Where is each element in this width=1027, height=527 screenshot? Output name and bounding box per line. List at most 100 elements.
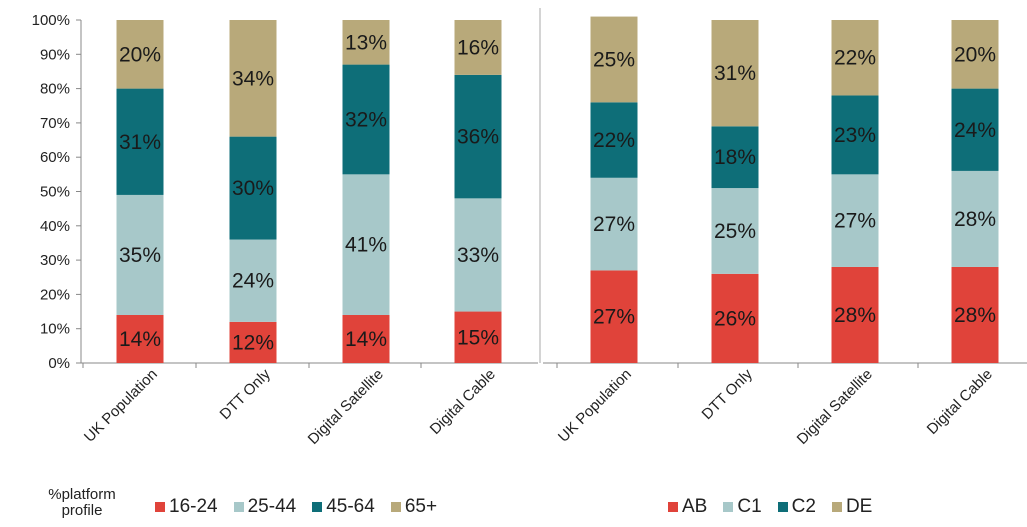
x-tick-label: DTT Only: [699, 365, 757, 423]
data-label: 14%: [345, 328, 387, 351]
data-label: 36%: [457, 126, 499, 149]
legend-social-grade: AB C1 C2 DE: [668, 496, 888, 518]
bar-segment-2544: [116, 194, 164, 315]
bar-segment-c2: [831, 95, 879, 175]
bar-segment-2544: [454, 198, 502, 312]
data-label: 14%: [119, 328, 161, 351]
legend-label: C2: [791, 496, 816, 517]
bar-segment-c2: [711, 126, 759, 189]
bar-segment-c1: [711, 188, 759, 274]
bar-segment-ab: [711, 273, 759, 363]
x-tick-label: DTT Only: [217, 365, 275, 423]
data-label: 28%: [954, 208, 996, 231]
y-tick-label: 20%: [40, 286, 70, 303]
bar-segment-c1: [831, 174, 879, 267]
legend-label: 25-44: [247, 496, 297, 517]
bar-segment-de: [711, 20, 759, 127]
data-label: 28%: [834, 304, 876, 327]
bar-segment-65: [229, 20, 277, 137]
data-label: 12%: [232, 331, 274, 354]
bar-segment-c2: [590, 102, 638, 178]
x-tick-label: UK Population: [555, 366, 635, 446]
data-label: 25%: [593, 48, 635, 71]
bar-segment-de: [951, 20, 999, 89]
legend-item: AB: [668, 496, 707, 518]
bar-segment-1624: [116, 314, 164, 363]
legend-swatch: [723, 502, 734, 512]
bar-segment-65: [116, 20, 164, 89]
data-label: 24%: [954, 119, 996, 142]
bar-segment-4564: [342, 64, 390, 175]
data-label: 18%: [714, 146, 756, 169]
legend-item: DE: [831, 496, 873, 518]
data-label: 23%: [834, 124, 876, 147]
bar-segment-c1: [951, 170, 999, 267]
legend-swatch: [831, 502, 842, 512]
legend-label: 16-24: [169, 496, 218, 517]
x-tick-label: Digital Satellite: [305, 366, 387, 448]
legend-item: 45-64: [312, 496, 375, 518]
y-tick-label: 90%: [40, 46, 70, 63]
legend-swatch: [312, 502, 323, 512]
y-tick-label: 50%: [40, 184, 70, 201]
legend-label: 65+: [404, 496, 438, 517]
bar-segment-ab: [590, 270, 638, 363]
x-tick-label: Digital Cable: [924, 366, 996, 438]
data-label: 31%: [119, 131, 161, 154]
bar-segment-de: [590, 16, 638, 103]
y-tick-label: 60%: [40, 149, 70, 166]
y-tick-label: 10%: [40, 321, 70, 338]
x-tick-label: Digital Satellite: [794, 366, 876, 448]
bar-segment-4564: [229, 136, 277, 240]
bar-segment-1624: [342, 314, 390, 363]
bar-segment-ab: [951, 266, 999, 363]
legend-swatch: [233, 502, 244, 512]
data-label: 31%: [714, 62, 756, 85]
bar-segment-4564: [116, 88, 164, 195]
legend-label: C1: [737, 496, 762, 517]
legend-item: C1: [723, 496, 762, 518]
y-tick-label: 40%: [40, 218, 70, 235]
legend-swatch: [668, 502, 678, 512]
bar-segment-c1: [590, 177, 638, 271]
legend-item: 25-44: [233, 496, 297, 518]
bar-segment-65: [454, 20, 502, 75]
bar-segment-2544: [229, 239, 277, 322]
data-label: 20%: [119, 43, 161, 66]
data-label: 22%: [593, 129, 635, 152]
bar-segment-ab: [831, 266, 879, 363]
y-tick-label: 80%: [40, 81, 70, 98]
y-tick-label: 0%: [48, 355, 70, 372]
data-label: 16%: [457, 36, 499, 59]
x-tick-label: Digital Cable: [427, 366, 499, 438]
legend-item: 65+: [390, 496, 438, 518]
data-label: 24%: [232, 270, 274, 293]
bar-segment-2544: [342, 174, 390, 315]
data-label: 34%: [232, 67, 274, 90]
data-label: 27%: [834, 210, 876, 233]
data-label: 15%: [457, 326, 499, 349]
legend-title: %platform profile: [48, 486, 116, 519]
data-label: 28%: [954, 304, 996, 327]
data-label: 25%: [714, 220, 756, 243]
data-label: 27%: [593, 213, 635, 236]
bar-segment-4564: [454, 74, 502, 199]
data-label: 27%: [593, 306, 635, 329]
data-label: 33%: [457, 244, 499, 267]
legend-age: 16-24 25-44 45-64 65+: [155, 496, 453, 518]
bar-segment-de: [831, 20, 879, 96]
data-label: 13%: [345, 31, 387, 54]
data-label: 41%: [345, 234, 387, 257]
y-tick-label: 100%: [32, 12, 70, 29]
data-label: 32%: [345, 108, 387, 131]
legend-label: 45-64: [326, 496, 375, 517]
data-label: 35%: [119, 244, 161, 267]
legend-label: AB: [682, 496, 708, 517]
data-label: 22%: [834, 47, 876, 70]
data-label: 26%: [714, 307, 756, 330]
data-label: 30%: [232, 177, 274, 200]
y-tick-label: 30%: [40, 252, 70, 269]
legend-swatch: [155, 502, 165, 512]
legend-label: DE: [845, 496, 873, 517]
